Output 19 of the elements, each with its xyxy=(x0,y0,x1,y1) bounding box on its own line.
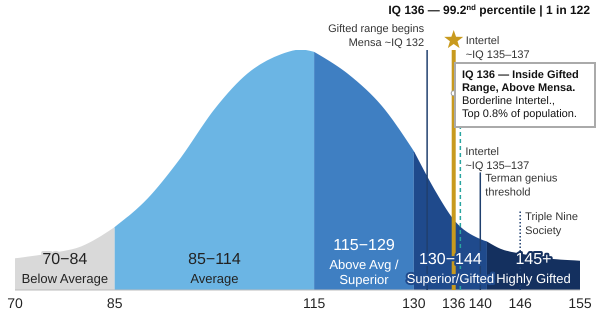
x-tick-label: 115 xyxy=(302,294,326,311)
x-tick-label: 130 xyxy=(402,294,426,311)
ref-line-label: Intertel ~IQ 135–137 xyxy=(465,146,530,172)
chart-title: IQ 136 — 99.2$^{nd}$ percentile | 1 in 122 xyxy=(388,2,590,17)
series-label: 85−114 Average xyxy=(188,251,241,286)
series-label: 70−84 Below Average xyxy=(22,251,108,286)
annotation: Intertel ~IQ 135–137 xyxy=(466,35,530,61)
x-tick-label: 155 xyxy=(568,294,592,311)
ref-line-label: Triple Nine Society xyxy=(525,210,578,237)
series-label: 115−129 Above Avg / Superior xyxy=(329,237,399,287)
x-tick-label: 146 xyxy=(508,294,532,311)
x-tick-label: 140 xyxy=(468,294,492,311)
ref-line-label: Gifted range begins Mensa ~IQ 132 xyxy=(328,23,425,49)
annotation: IQ 136 — Inside Gifted Range, Above Mensa. xyxy=(462,69,579,94)
x-tick-label: 85 xyxy=(106,294,123,311)
ref-line-label: Terman genius threshold xyxy=(485,172,558,198)
x-tick-label: 70 xyxy=(7,294,23,311)
annotation: Borderline Intertel., Top 0.8% of population. xyxy=(462,95,577,120)
x-tick-label: 136 xyxy=(442,294,466,311)
